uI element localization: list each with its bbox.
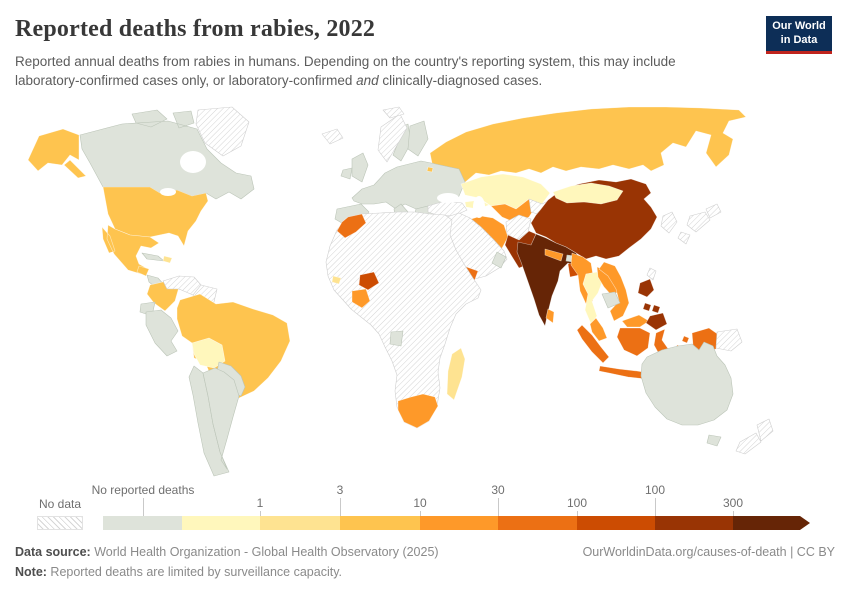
country-finland[interactable] (407, 120, 429, 157)
region-africa-no-data[interactable] (325, 211, 482, 429)
note-line: Note: Reported deaths are limited by sur… (15, 565, 835, 579)
legend-segment[interactable]: 1 (182, 496, 263, 530)
world-map (0, 105, 850, 480)
country-mexico[interactable] (101, 224, 160, 275)
legend-segment[interactable]: No reported deaths (92, 483, 194, 530)
no-data-swatch[interactable] (37, 516, 83, 530)
no-data-label: No data (38, 497, 82, 511)
note-text: Reported deaths are limited by surveilla… (46, 565, 343, 579)
country-taiwan[interactable] (646, 267, 657, 281)
country-nepal[interactable] (544, 248, 564, 262)
chart-title: Reported deaths from rabies, 2022 (15, 16, 376, 42)
country-australia[interactable] (640, 341, 734, 447)
country-vietnam[interactable] (598, 261, 630, 322)
legend: No data No reported deaths 1 3 10 30 100 100 30… (0, 483, 850, 537)
subtitle-italic-word: and (356, 73, 379, 89)
data-source-label: Data source: (15, 545, 91, 559)
country-guinea-bissau[interactable] (331, 275, 342, 285)
country-papua-new-guinea[interactable] (715, 328, 743, 352)
legend-tick: 100 (567, 496, 587, 516)
country-burkina-faso[interactable] (358, 271, 380, 291)
legend-tick: 300 (723, 496, 743, 516)
country-morocco[interactable] (336, 213, 367, 239)
country-new-zealand[interactable] (735, 418, 774, 455)
legend-tick-label: 300 (722, 496, 744, 510)
legend-segment[interactable]: 100 (577, 483, 665, 530)
country-malaysia[interactable] (589, 314, 650, 342)
legend-tick-label: 100 (644, 483, 666, 497)
legend-tick: 100 (645, 483, 665, 516)
owid-logo-line2: in Data (780, 33, 818, 46)
legend-tick-label: No reported deaths (91, 483, 195, 497)
country-south-korea[interactable] (660, 211, 678, 234)
black-sea (437, 193, 459, 203)
data-source-text: World Health Organization - Global Healt… (90, 545, 439, 559)
country-sri-lanka[interactable] (545, 308, 555, 324)
country-russia-kaliningrad[interactable] (426, 166, 434, 173)
country-peru[interactable] (145, 309, 179, 357)
country-guatemala[interactable] (136, 265, 150, 277)
country-haiti[interactable] (162, 255, 173, 264)
legend-tick: 30 (491, 483, 505, 516)
country-madagascar[interactable] (446, 347, 466, 401)
legend-segment[interactable]: 30 (420, 483, 505, 530)
legend-tick: 10 (413, 496, 427, 516)
legend-tick-label: 10 (413, 496, 427, 510)
legend-tick: 3 (337, 483, 343, 516)
data-source-line: Data source: World Health Organization -… (15, 545, 439, 559)
subtitle-text: Reported annual deaths from rabies in hu… (15, 54, 676, 89)
country-greenland[interactable] (195, 106, 250, 157)
region-europe-mainland[interactable] (351, 160, 466, 210)
country-gabon[interactable] (389, 330, 404, 347)
country-mongolia[interactable] (552, 182, 624, 205)
credit-link[interactable]: OurWorldinData.org/causes-of-death | CC … (582, 545, 835, 559)
legend-bar: No reported deaths 1 3 10 30 100 100 300 (92, 483, 810, 530)
legend-segment[interactable]: 300 (655, 496, 743, 530)
country-russia[interactable] (429, 106, 747, 186)
owid-logo-line1: Our World (772, 20, 826, 32)
note-label: Note: (15, 565, 47, 579)
country-svalbard[interactable] (382, 106, 405, 119)
legend-tick-label: 100 (566, 496, 588, 510)
legend-tick: No reported deaths (92, 483, 194, 516)
hudson-bay (180, 151, 206, 173)
country-cambodia[interactable] (601, 291, 621, 309)
country-iceland[interactable] (321, 128, 344, 145)
legend-segment[interactable]: 10 (340, 496, 427, 530)
country-cuba[interactable] (141, 252, 165, 262)
owid-logo[interactable]: Our World in Data (766, 16, 832, 54)
caspian-sea (473, 196, 485, 218)
country-cote-divoire[interactable] (351, 288, 371, 309)
country-india[interactable] (516, 233, 582, 327)
legend-segment[interactable]: 100 (498, 496, 587, 530)
legend-tick: 1 (257, 496, 263, 516)
legend-tick-label: 1 (256, 496, 264, 510)
great-lakes (160, 188, 176, 196)
legend-segment[interactable]: 3 (260, 483, 343, 530)
country-ireland[interactable] (340, 167, 353, 180)
legend-tick-label: 3 (336, 483, 344, 497)
legend-tick-label: 30 (491, 483, 505, 497)
country-japan[interactable] (677, 203, 722, 245)
country-brazil[interactable] (176, 293, 291, 399)
chart-subtitle: Reported annual deaths from rabies in hu… (15, 52, 715, 90)
country-philippines[interactable] (637, 278, 668, 331)
legend-segment[interactable] (733, 515, 810, 530)
country-oman[interactable] (491, 251, 507, 269)
footer: Data source: World Health Organization -… (15, 545, 835, 579)
country-united-kingdom[interactable] (351, 152, 369, 183)
country-argentina[interactable] (202, 367, 240, 470)
subtitle-text-2: clinically-diagnosed cases. (378, 73, 543, 89)
country-south-africa[interactable] (397, 393, 439, 429)
